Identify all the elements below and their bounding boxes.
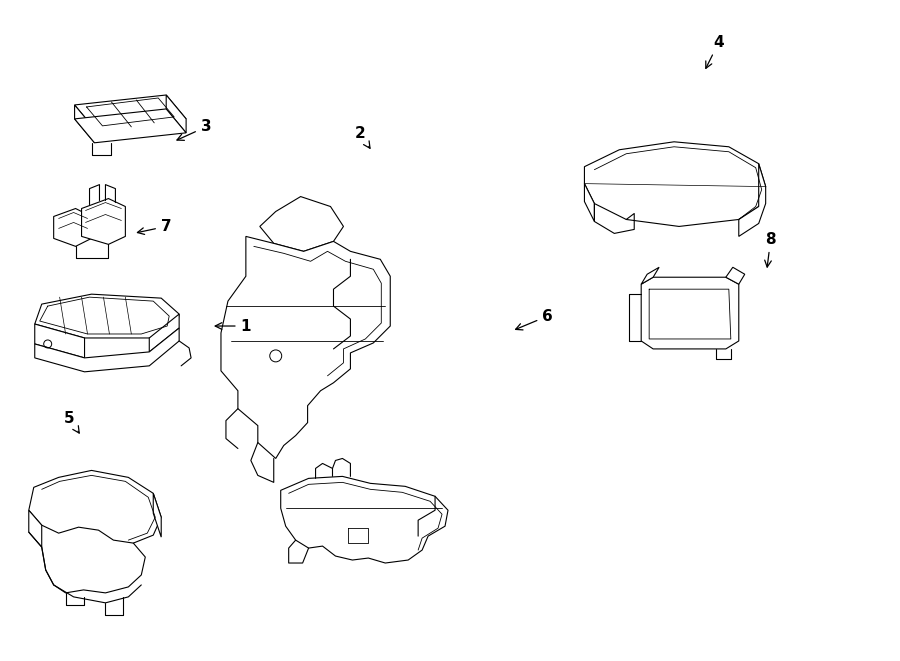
- Text: 3: 3: [177, 120, 212, 140]
- Text: 2: 2: [355, 126, 370, 148]
- Polygon shape: [166, 95, 186, 133]
- Polygon shape: [584, 142, 766, 227]
- Text: 7: 7: [138, 219, 172, 235]
- Polygon shape: [35, 324, 85, 358]
- Polygon shape: [35, 294, 179, 338]
- Polygon shape: [584, 184, 594, 221]
- Polygon shape: [725, 267, 745, 284]
- Polygon shape: [281, 477, 448, 563]
- Polygon shape: [75, 105, 94, 143]
- Text: 1: 1: [215, 319, 251, 334]
- Text: 6: 6: [516, 309, 553, 330]
- Polygon shape: [75, 109, 186, 143]
- Polygon shape: [35, 328, 179, 372]
- Text: 8: 8: [765, 232, 776, 267]
- Polygon shape: [641, 277, 739, 349]
- Polygon shape: [153, 493, 161, 537]
- Polygon shape: [29, 510, 41, 547]
- Polygon shape: [641, 267, 659, 284]
- Polygon shape: [82, 198, 125, 245]
- Polygon shape: [739, 164, 766, 237]
- Polygon shape: [54, 208, 92, 247]
- Polygon shape: [260, 196, 344, 251]
- Polygon shape: [221, 237, 391, 459]
- Polygon shape: [149, 314, 179, 352]
- Text: 5: 5: [64, 411, 79, 433]
- Polygon shape: [29, 471, 161, 543]
- Text: 4: 4: [706, 35, 724, 68]
- Polygon shape: [75, 95, 186, 129]
